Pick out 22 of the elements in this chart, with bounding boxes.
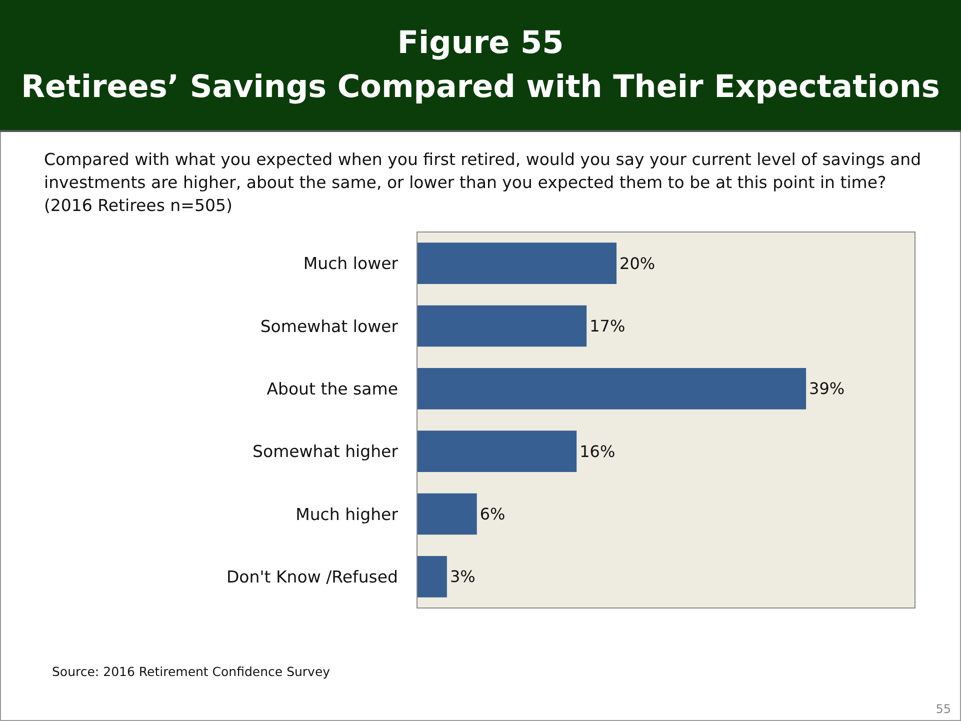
data-label: 20% [620,254,656,273]
data-label: 3% [450,567,476,586]
bar [417,305,587,347]
source-note: Source: 2016 Retirement Confidence Survey [52,664,330,679]
data-label: 16% [580,442,616,461]
data-label: 39% [809,379,845,398]
y-tick-label: Much higher [296,504,398,524]
data-label: 6% [480,504,506,524]
y-tick-label: Much lower [303,254,398,274]
y-tick-label: Somewhat lower [260,316,398,336]
bar [417,430,577,472]
chart-title: Figure 55 Retirees’ Savings Compared with Their Expectations [0,0,961,132]
y-tick-label: About the same [266,379,398,398]
text: 55 [936,702,951,716]
bar [417,242,617,284]
chart-subtitle: Compared with what you expected when you first retired, would you say your current level of savings and investments are higher, about the same, or lower than you expected them to be at this point in time? (2016 Retirees n=505) [44,149,922,217]
y-tick-label: Don't Know /Refused [226,567,398,586]
bar [417,556,447,598]
bar [417,493,477,535]
y-tick-label: Somewhat higher [252,442,398,462]
bar [417,368,806,410]
data-label: 17% [590,316,626,336]
